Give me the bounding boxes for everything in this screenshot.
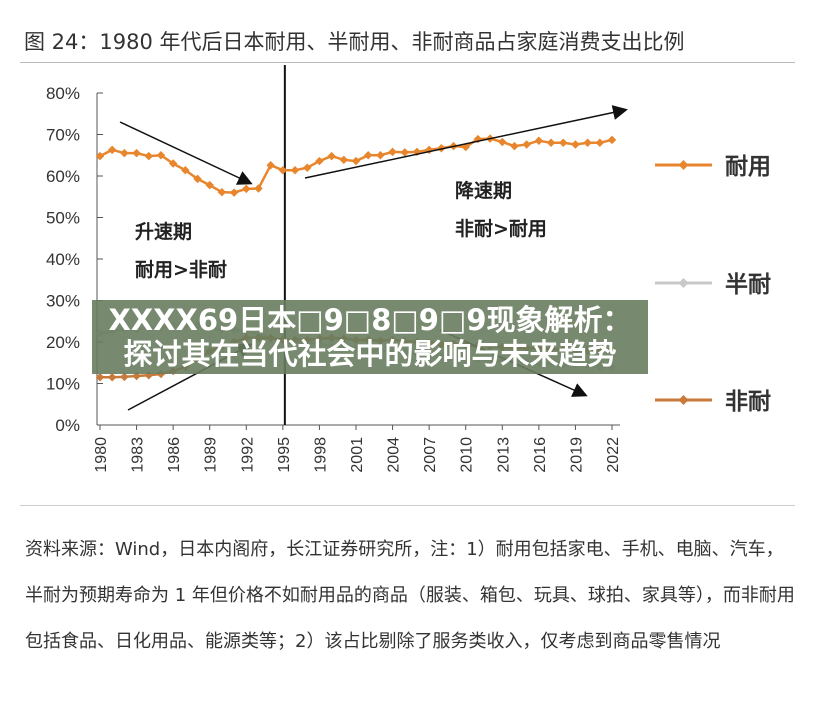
period-label: 升速期 xyxy=(135,220,192,243)
banner-text: XXXX69日本□9□8□9□9现象解析：探讨其在当代社会中的影响与未来趋势 xyxy=(108,303,632,371)
data-point xyxy=(107,373,117,382)
period-sublabel: 耐用>非耐 xyxy=(135,259,227,281)
data-point xyxy=(437,143,446,153)
x-tick-label: 2001 xyxy=(349,437,366,473)
source-note: 资料来源：Wind，日本内阁府，长江证券研究所，注：1）耐用包括家电、手机、电脑… xyxy=(25,539,795,652)
data-point xyxy=(278,165,288,175)
data-point xyxy=(376,151,385,160)
data-point xyxy=(339,155,349,165)
data-point xyxy=(205,180,214,190)
data-point xyxy=(351,156,361,166)
x-tick-label: 2019 xyxy=(568,437,585,473)
x-tick-label: 1989 xyxy=(203,437,220,473)
data-point xyxy=(534,136,544,145)
legend-marker xyxy=(678,278,689,288)
y-tick-label: 60% xyxy=(46,167,80,186)
data-point xyxy=(522,140,531,149)
data-point xyxy=(144,151,154,161)
legend-marker xyxy=(678,160,689,170)
y-tick-label: 30% xyxy=(46,292,80,311)
data-point xyxy=(266,160,275,170)
x-tick-label: 2010 xyxy=(459,437,476,473)
data-point xyxy=(254,184,263,193)
legend-label: 耐用 xyxy=(725,154,771,180)
data-point xyxy=(595,138,605,148)
data-point xyxy=(571,140,580,149)
x-tick-label: 2022 xyxy=(605,437,622,473)
x-tick-label: 1980 xyxy=(93,437,110,473)
y-tick-label: 40% xyxy=(46,250,80,269)
data-point xyxy=(315,156,324,166)
data-point xyxy=(583,138,592,148)
legend-label: 非耐 xyxy=(725,389,771,415)
line-chart: 0% 10% 20% 30% 40% 50% 60% 70% 80% 1980 1983 1986 19… xyxy=(46,65,771,473)
data-point xyxy=(217,187,227,197)
x-tick-label: 1992 xyxy=(239,437,256,473)
data-point xyxy=(229,188,239,197)
title-rule xyxy=(20,62,795,63)
y-tick-label: 10% xyxy=(46,375,80,394)
data-point xyxy=(132,148,141,158)
data-point xyxy=(95,373,105,382)
data-point xyxy=(607,135,617,145)
y-tick-label: 50% xyxy=(46,209,80,228)
overlay-banner: XXXX69日本□9□8□9□9现象解析：探讨其在当代社会中的影响与未来趋势 xyxy=(92,300,648,374)
x-tick-label: 2007 xyxy=(422,437,439,473)
y-tick-label: 80% xyxy=(46,84,80,103)
data-point xyxy=(168,159,178,168)
x-tick-label: 1995 xyxy=(276,437,293,473)
data-point xyxy=(498,137,507,147)
x-tick-label: 2013 xyxy=(495,437,512,473)
data-point xyxy=(120,148,129,158)
x-tick-label: 1998 xyxy=(312,437,329,473)
data-point xyxy=(400,148,410,157)
data-point xyxy=(156,151,166,160)
data-point xyxy=(107,145,117,155)
chart-title: 图 24：1980 年代后日本耐用、半耐用、非耐商品占家庭消费支出比例 xyxy=(24,30,685,54)
y-tick-label: 0% xyxy=(55,416,80,435)
trend-arrow xyxy=(304,105,628,179)
period-label: 降速期 xyxy=(455,179,512,202)
data-point xyxy=(558,138,568,148)
footnote-rule xyxy=(20,505,795,506)
trend-arrow xyxy=(119,121,253,185)
legend-marker xyxy=(678,395,689,405)
legend-label: 半耐 xyxy=(725,272,771,298)
data-point xyxy=(193,174,202,184)
data-point xyxy=(388,147,397,157)
data-point xyxy=(242,184,251,194)
data-point xyxy=(363,151,373,160)
data-point xyxy=(327,151,336,161)
period-sublabel: 非耐>耐用 xyxy=(455,218,547,240)
data-point xyxy=(546,138,556,148)
data-point xyxy=(290,165,300,175)
x-tick-label: 1986 xyxy=(166,437,183,473)
data-point xyxy=(95,151,105,161)
y-tick-label: 70% xyxy=(46,126,80,145)
data-point xyxy=(510,141,519,151)
data-point xyxy=(181,165,190,175)
data-point xyxy=(120,372,129,382)
x-tick-label: 2016 xyxy=(532,437,549,473)
x-tick-label: 2004 xyxy=(386,437,403,473)
x-tick-label: 1983 xyxy=(130,437,147,473)
series-line-0 xyxy=(99,137,613,194)
y-tick-label: 20% xyxy=(46,333,80,352)
data-point xyxy=(302,163,312,172)
